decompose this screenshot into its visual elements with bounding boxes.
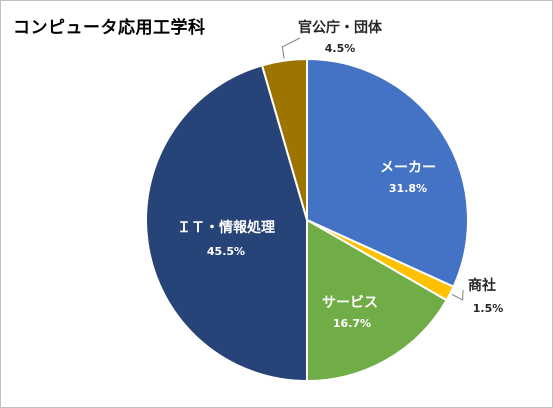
slice-label: 商社: [468, 277, 496, 294]
pie-slice: [260, 57, 308, 221]
chart-title: コンピュータ応用工学科: [13, 18, 206, 38]
slice-percent-label: 31.8%: [389, 182, 427, 195]
slice-label: ＩＴ・情報処理: [177, 219, 275, 236]
leader-line: [451, 289, 464, 301]
slice-percent-label: 4.5%: [325, 42, 356, 55]
pie-slice: [306, 57, 469, 289]
slice-percent-label: 16.7%: [333, 317, 371, 330]
slice-label: メーカー: [380, 160, 436, 176]
slice-label: 官公庁・団体: [298, 19, 383, 36]
slice-percent-label: 1.5%: [473, 302, 504, 315]
pie-slice: [306, 218, 448, 383]
slice-percent-label: 45.5%: [207, 245, 245, 258]
leader-line: [281, 37, 301, 59]
slice-label: サービス: [322, 295, 378, 311]
pie-slice: [145, 64, 308, 383]
